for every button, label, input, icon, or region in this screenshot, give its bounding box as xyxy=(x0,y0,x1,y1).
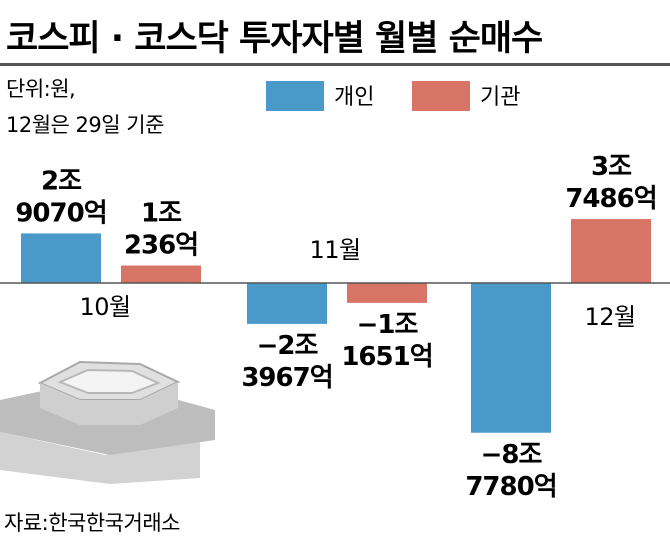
value-label-institution-3-line-1: 3조 xyxy=(591,152,632,182)
value-label-individual-2-line-1: −2조 xyxy=(257,331,319,361)
legend-swatch-institution xyxy=(412,81,470,111)
value-label-institution-1-line-2: 236억 xyxy=(124,231,198,261)
chart-title: 코스피 · 코스닥 투자자별 월별 순매수 xyxy=(6,19,542,59)
bar-individual-1 xyxy=(21,233,101,283)
bar-institution-1 xyxy=(121,265,201,283)
value-label-individual-1-line-2: 9070억 xyxy=(15,198,106,228)
bar-individual-3 xyxy=(471,283,551,433)
legend: 개인 기관 xyxy=(266,81,520,111)
month-labels: 10월 11월 12월 xyxy=(79,236,636,331)
bar-institution-3 xyxy=(571,219,651,283)
value-label-institution-2-line-1: −1조 xyxy=(357,310,419,340)
value-label-individual-3-line-1: −8조 xyxy=(481,440,543,470)
legend-label-institution: 기관 xyxy=(480,85,520,110)
value-label-individual-1-line-1: 2조 xyxy=(41,166,82,196)
month-label-1: 10월 xyxy=(79,293,130,321)
date-note: 12월은 29일 기준 xyxy=(6,113,164,137)
month-label-3: 12월 xyxy=(584,303,635,331)
bar-institution-2 xyxy=(347,283,427,303)
exchange-building-icon xyxy=(0,360,215,484)
value-label-institution-3-line-2: 7486억 xyxy=(565,184,656,214)
value-label-institution-2-line-2: 1651억 xyxy=(341,342,432,372)
title-divider xyxy=(0,63,670,66)
bars xyxy=(21,219,651,433)
legend-swatch-individual xyxy=(266,81,324,111)
value-label-individual-3-line-2: 7780억 xyxy=(465,472,556,502)
value-label-individual-2-line-2: 3967억 xyxy=(241,363,332,393)
bar-individual-2 xyxy=(247,283,327,324)
legend-label-individual: 개인 xyxy=(334,85,374,110)
source-note: 자료:한국한국거래소 xyxy=(4,511,180,535)
value-label-institution-1-line-1: 1조 xyxy=(141,199,182,229)
month-label-2: 11월 xyxy=(309,236,360,264)
unit-note: 단위:원, xyxy=(6,77,75,101)
